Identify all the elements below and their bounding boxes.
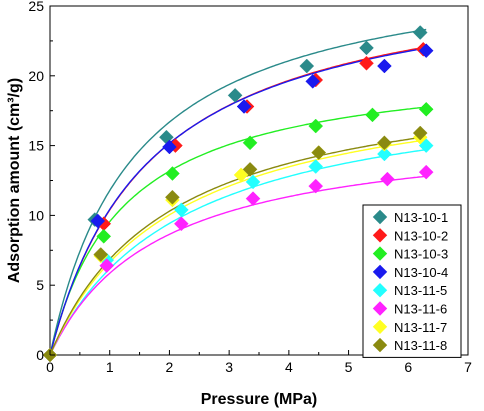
y-tick-label: 10: [28, 207, 44, 223]
x-tick-label: 0: [46, 359, 54, 375]
legend-marker: [372, 301, 388, 316]
data-point-N13-10-3: [418, 101, 434, 117]
legend-marker: [372, 209, 388, 225]
data-point-N13-10-2: [359, 55, 374, 71]
data-point-N13-10-4: [377, 58, 392, 74]
x-tick-label: 3: [225, 359, 233, 375]
data-point-N13-10-1: [299, 58, 315, 74]
data-point-N13-10-4: [236, 99, 252, 114]
legend-marker: [372, 319, 388, 335]
y-axis-label: Adsorption amount (cm³/g): [6, 78, 23, 283]
data-point-N13-10-3: [242, 135, 258, 151]
x-tick-label: 4: [285, 359, 293, 375]
legend-entry-label: N13-11-5: [394, 283, 447, 298]
data-point-N13-11-8: [311, 145, 327, 160]
data-point-N13-11-8: [377, 135, 392, 151]
y-tick-label: 25: [28, 0, 44, 14]
data-point-N13-11-5: [377, 146, 392, 162]
legend-marker: [372, 246, 388, 261]
data-point-N13-10-1: [359, 40, 374, 56]
y-axis: 0 5 10 15 20 25: [28, 0, 55, 363]
y-tick-label: 15: [28, 138, 44, 154]
data-point-N13-11-6: [380, 171, 395, 187]
data-point-N13-11-8: [242, 161, 258, 177]
data-point-N13-11-8: [165, 189, 180, 205]
legend-entry-label: N13-11-7: [394, 320, 447, 335]
data-point-N13-10-1: [227, 87, 243, 103]
legend-entry-label: N13-10-1: [394, 210, 448, 225]
x-tick-label: 5: [345, 359, 353, 375]
fit-curve-N13-11-6: [49, 175, 427, 356]
x-tick-label: 1: [106, 359, 114, 375]
data-point-N13-11-6: [245, 191, 261, 207]
data-point-N13-10-3: [365, 107, 380, 123]
x-axis-label: Pressure (MPa): [201, 391, 318, 408]
data-point-N13-11-5: [308, 159, 324, 174]
fit-curve-N13-10-1: [49, 28, 427, 356]
legend-marker: [372, 337, 388, 353]
legend: N13-10-1 N13-10-2 N13-10-3 N13-10-4 N13-11-5…: [362, 204, 462, 358]
x-tick-label: 6: [404, 359, 412, 375]
data-point-N13-11-6: [99, 258, 115, 274]
data-point-N13-10-4: [418, 43, 434, 59]
data-point-N13-10-1: [412, 25, 428, 40]
data-point-N13-10-4: [305, 74, 321, 89]
data-point-N13-10-4: [162, 139, 177, 155]
data-point-N13-10-3: [165, 166, 180, 181]
data-point-N13-11-6: [174, 216, 189, 232]
legend-marker: [372, 228, 388, 243]
data-point-N13-10-3: [96, 228, 112, 244]
fit-curve-N13-10-3: [49, 106, 427, 356]
data-point-N13-11-8: [412, 125, 428, 141]
data-point-N13-10-3: [308, 118, 324, 134]
data-point-N13-11-5: [245, 174, 261, 190]
data-markers: [42, 25, 434, 363]
legend-marker: [372, 264, 388, 280]
data-point-N13-11-8: [93, 247, 109, 262]
data-point-N13-10-4: [90, 213, 106, 229]
legend-entry-label: N13-10-2: [394, 228, 448, 243]
y-tick-label: 0: [36, 347, 44, 363]
data-point-N13-11-6: [308, 178, 324, 194]
legend-entry-label: N13-11-8: [394, 338, 447, 353]
data-point-N13-11-7: [233, 167, 249, 183]
data-point-N13-11-6: [418, 164, 434, 180]
legend-marker: [372, 282, 388, 298]
x-tick-label: 2: [166, 359, 174, 375]
y-tick-label: 5: [36, 277, 44, 293]
legend-entry-label: N13-10-3: [394, 247, 448, 262]
legend-entry-label: N13-10-4: [394, 265, 448, 280]
legend-entry-label: N13-11-6: [394, 302, 447, 317]
y-tick-label: 20: [28, 68, 44, 84]
x-tick-label: 7: [464, 359, 472, 375]
